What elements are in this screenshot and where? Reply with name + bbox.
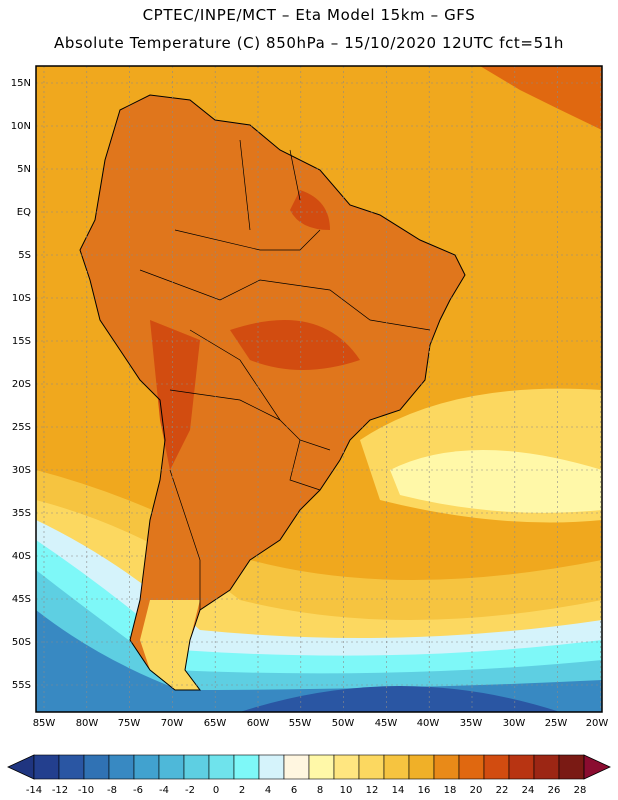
lon-label: 75W xyxy=(118,718,141,729)
colorbar-box xyxy=(458,754,485,780)
colorbar-boxes xyxy=(33,754,585,780)
lat-label: 30S xyxy=(12,465,31,476)
longitude-labels: 85W 80W 75W 70W 65W 60W 55W 50W 45W 40W … xyxy=(33,718,609,729)
south-america-landmass xyxy=(80,95,465,690)
colorbar-tick: -6 xyxy=(133,785,143,796)
colorbar-tick: 6 xyxy=(291,785,297,796)
band-m12c xyxy=(240,686,560,712)
colorbar-tick: 24 xyxy=(522,785,535,796)
colorbar-box xyxy=(308,754,335,780)
lat-label: 25S xyxy=(12,422,31,433)
coastline xyxy=(79,94,466,691)
colorbar-box xyxy=(108,754,135,780)
colorbar-box xyxy=(258,754,285,780)
colorbar-tick: 26 xyxy=(548,785,561,796)
colorbar-box xyxy=(358,754,385,780)
colorbar-tick: 22 xyxy=(496,785,509,796)
colorbar-box xyxy=(433,754,460,780)
lon-label: 25W xyxy=(545,718,568,729)
colorbar-box xyxy=(533,754,560,780)
lat-label: 5S xyxy=(18,250,31,261)
colorbar-tick: -14 xyxy=(26,785,42,796)
colorbar-box xyxy=(233,754,260,780)
colorbar-tick: 2 xyxy=(239,785,245,796)
lon-label: 60W xyxy=(247,718,270,729)
colorbar-box xyxy=(183,754,210,780)
band-12c-coast xyxy=(390,450,602,513)
colorbar-tick: 16 xyxy=(418,785,431,796)
colorbar-tick: 12 xyxy=(366,785,379,796)
lon-label: 35W xyxy=(460,718,483,729)
colorbar-tick: 18 xyxy=(444,785,457,796)
colorbar-box xyxy=(158,754,185,780)
colorbar-low-arrow xyxy=(7,754,35,780)
colorbar-tick: 28 xyxy=(574,785,587,796)
lat-label: 15N xyxy=(11,78,31,89)
colorbar-tick-labels: -14 -12 -10 -8 -6 -4 -2 0 2 4 6 8 10 12 … xyxy=(26,785,587,796)
colorbar-box xyxy=(83,754,110,780)
country-borders xyxy=(139,139,431,610)
colorbar-high-arrow xyxy=(583,754,611,780)
colorbar-box xyxy=(383,754,410,780)
colorbar-box xyxy=(283,754,310,780)
lat-label: 35S xyxy=(12,508,31,519)
lat-label: 40S xyxy=(12,551,31,562)
colorbar-box xyxy=(33,754,60,780)
lat-label: 15S xyxy=(12,336,31,347)
colorbar-tick: 4 xyxy=(265,785,271,796)
lon-label: 40W xyxy=(417,718,440,729)
colorbar-tick: 0 xyxy=(213,785,219,796)
colorbar-box xyxy=(508,754,535,780)
colorbar-tick: 8 xyxy=(317,785,323,796)
colorbar-box xyxy=(408,754,435,780)
map-frame xyxy=(35,65,603,713)
lon-label: 80W xyxy=(76,718,99,729)
hot-core-interior xyxy=(230,320,360,370)
colorbar-tick: -2 xyxy=(185,785,195,796)
lon-label: 45W xyxy=(375,718,398,729)
colorbar-box xyxy=(558,754,585,780)
colorbar-box xyxy=(58,754,85,780)
colorbar-box xyxy=(133,754,160,780)
lat-label: 10N xyxy=(11,121,31,132)
lat-label: 50S xyxy=(12,637,31,648)
lat-label: 20S xyxy=(12,379,31,390)
warm-corner xyxy=(480,66,602,130)
lat-label: 45S xyxy=(12,594,31,605)
colorbar-box xyxy=(208,754,235,780)
lon-label: 30W xyxy=(503,718,526,729)
colorbar-tick: 20 xyxy=(470,785,483,796)
lat-label: 10S xyxy=(12,293,31,304)
colorbar-tick: 14 xyxy=(392,785,405,796)
lat-label: 5N xyxy=(17,164,31,175)
colorbar-tick: 10 xyxy=(340,785,353,796)
colorbar-tick: -4 xyxy=(159,785,169,796)
lon-label: 55W xyxy=(289,718,312,729)
hot-core-west xyxy=(150,320,200,470)
graticule xyxy=(36,66,602,712)
colorbar-tick: -8 xyxy=(107,785,117,796)
lat-label: EQ xyxy=(17,207,31,218)
colorbar-box xyxy=(483,754,510,780)
lon-label: 70W xyxy=(161,718,184,729)
lon-label: 85W xyxy=(33,718,56,729)
map-subtitle: Absolute Temperature (C) 850hPa – 15/10/… xyxy=(54,34,564,52)
colorbar-tick: -10 xyxy=(78,785,94,796)
colorbar-tick: -12 xyxy=(52,785,68,796)
colorbar-box xyxy=(333,754,360,780)
lon-label: 65W xyxy=(204,718,227,729)
lat-label: 55S xyxy=(12,680,31,691)
lon-label: 20W xyxy=(586,718,609,729)
map-title: CPTEC/INPE/MCT – Eta Model 15km – GFS xyxy=(142,6,476,24)
latitude-labels: 15N 10N 5N EQ 5S 10S 15S 20S 25S 30S 35S… xyxy=(11,78,31,691)
band-m8c xyxy=(36,610,602,712)
lon-label: 50W xyxy=(332,718,355,729)
